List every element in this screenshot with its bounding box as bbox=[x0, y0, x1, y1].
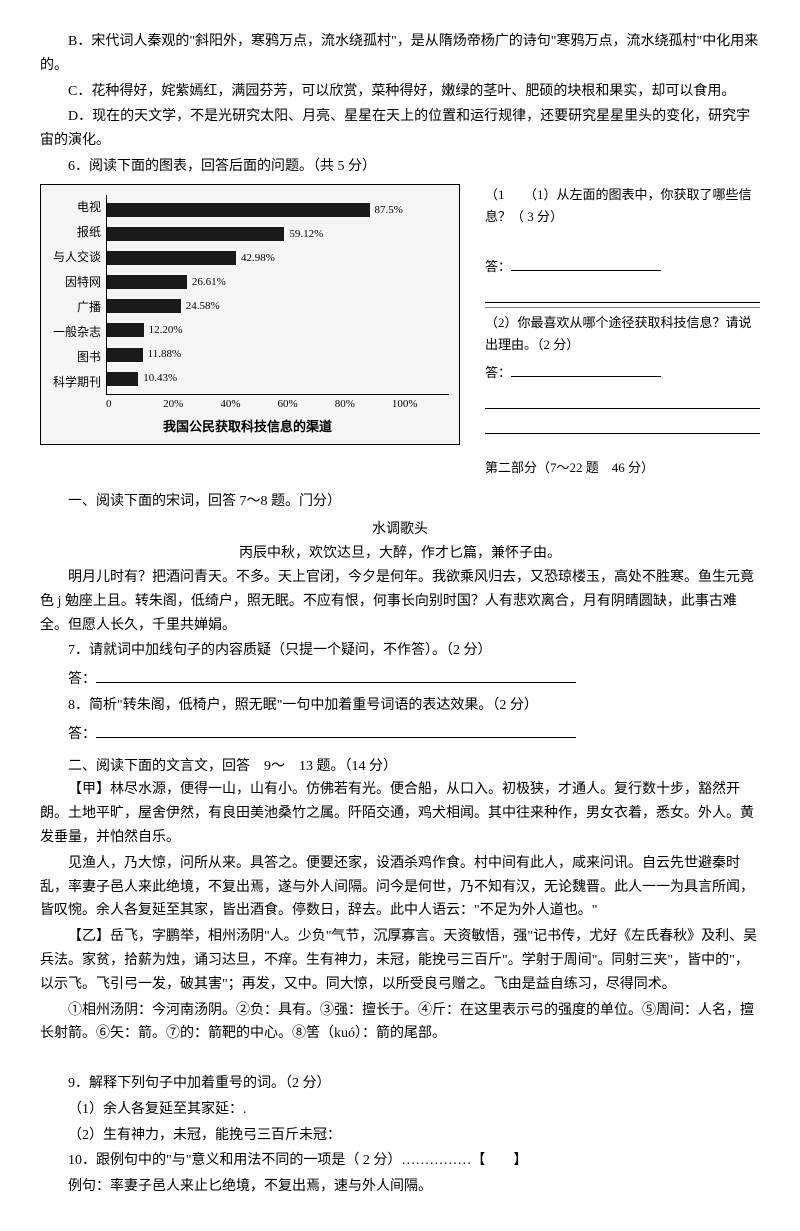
bar bbox=[107, 203, 370, 217]
bar bbox=[107, 323, 144, 337]
jia-label: 【甲】 bbox=[68, 782, 110, 797]
bar-value-label: 11.88% bbox=[148, 345, 182, 364]
q6-answer-label-1: 答： bbox=[485, 259, 511, 274]
bar bbox=[107, 251, 236, 265]
bar bbox=[107, 299, 181, 313]
part2-label: 第二部分（7～22 题 46 分） bbox=[485, 457, 760, 479]
q6-answer-label-2: 答： bbox=[485, 365, 511, 380]
jia-p2: 见渔人，乃大惊，问所从来。具答之。便要还家，设酒杀鸡作食。村中间有此人，咸来问讯… bbox=[40, 852, 760, 923]
q10-example: 例句：率妻子邑人来止匕绝境，不复出焉，速与外人间隔。 bbox=[40, 1175, 760, 1199]
bar bbox=[107, 227, 284, 241]
bar-row: 59.12% bbox=[107, 223, 449, 245]
bar-row: 10.43% bbox=[107, 368, 449, 390]
q6-sub1-prefix: （1 bbox=[485, 187, 505, 202]
q9-1: （1）余人各复延至其家延：. bbox=[40, 1098, 760, 1122]
q9-2: （2）生有神力，未冠，能挽弓三百斤未冠： bbox=[40, 1124, 760, 1148]
q7-ans-label: 答： bbox=[68, 672, 96, 687]
answer-blank[interactable] bbox=[511, 253, 661, 271]
chart-title: 我国公民获取科技信息的渠道 bbox=[46, 416, 449, 438]
yi-p1-text: 岳飞，字鹏举，相州汤阴"人。少负"气节，沉厚寡言。天资敏悟，强"记书传，尤好《左… bbox=[40, 929, 757, 992]
y-label: 科学期刊 bbox=[46, 371, 101, 393]
q6-sub1: （1）从左面的图表中，你获取了哪些信息？（ 3 分） bbox=[485, 187, 752, 224]
q8-answer: 答： bbox=[40, 720, 760, 747]
y-label: 广播 bbox=[46, 296, 101, 318]
answer-blank[interactable] bbox=[511, 359, 661, 377]
q9: 9．解释下列句子中加着重号的词。（2 分） bbox=[40, 1072, 760, 1096]
bar-row: 12.20% bbox=[107, 319, 449, 341]
x-tick: 100% bbox=[392, 395, 449, 414]
x-tick: 20% bbox=[163, 395, 220, 414]
q6-row: 电视报纸与人交谈因特网广播一般杂志图书科学期刊 87.5% 59.12% 42.98… bbox=[40, 184, 760, 482]
q6-sub2: （2）你最喜欢从哪个途径获取科技信息？请说出理由。（2 分） bbox=[485, 312, 760, 356]
option-b: B．宋代词人秦观的"斜阳外，寒鸦万点，流水绕孤村"，是从隋炀帝杨广的诗句"寒鸦万… bbox=[40, 30, 760, 78]
x-tick: 60% bbox=[278, 395, 335, 414]
bar bbox=[107, 372, 138, 386]
y-label: 一般杂志 bbox=[46, 321, 101, 343]
chart-box: 电视报纸与人交谈因特网广播一般杂志图书科学期刊 87.5% 59.12% 42.98… bbox=[40, 184, 460, 445]
q6-intro: 6．阅读下面的图表，回答后面的问题。（共 5 分） bbox=[40, 155, 760, 179]
x-axis: 020%40%60%80%100% bbox=[106, 395, 449, 414]
bar-value-label: 59.12% bbox=[289, 225, 323, 244]
bar-row: 87.5% bbox=[107, 199, 449, 221]
answer-blank[interactable] bbox=[96, 720, 576, 738]
bar-value-label: 12.20% bbox=[149, 321, 183, 340]
bar-row: 26.61% bbox=[107, 271, 449, 293]
q8: 8．简析"转朱阁，低椅户，照无眠"一句中加着重号词语的表达效果。（2 分） bbox=[40, 694, 760, 718]
y-label: 报纸 bbox=[46, 221, 101, 243]
x-tick: 40% bbox=[220, 395, 277, 414]
q8-ans-label: 答： bbox=[68, 727, 96, 742]
y-label: 与人交谈 bbox=[46, 246, 101, 268]
bar-value-label: 87.5% bbox=[375, 201, 403, 220]
chart-container: 电视报纸与人交谈因特网广播一般杂志图书科学期刊 87.5% 59.12% 42.98… bbox=[40, 184, 460, 482]
bar-value-label: 10.43% bbox=[143, 369, 177, 388]
poem-subtitle: 丙辰中秋，欢饮达旦，大醉，作才匕篇，兼怀子由。 bbox=[40, 542, 760, 566]
answer-blank[interactable] bbox=[96, 665, 576, 683]
bar-value-label: 26.61% bbox=[192, 273, 226, 292]
bars-area: 87.5% 59.12% 42.98% 26.61% 24.58%12.20% 11.88… bbox=[106, 195, 449, 395]
notes: ①相州汤阴：今河南汤阴。②负：具有。③强：擅长于。④斤：在这里表示弓的强度的单位… bbox=[40, 999, 760, 1047]
answer-blank[interactable] bbox=[485, 389, 760, 409]
q6-right-panel: （1 （1）从左面的图表中，你获取了哪些信息？（ 3 分） 答： （2）你最喜欢… bbox=[470, 184, 760, 482]
q10: 10．跟例句中的"与"意义和用法不同的一项是（ 2 分）……………【 】 bbox=[40, 1149, 760, 1173]
y-label: 电视 bbox=[46, 196, 101, 218]
poem-body: 明月儿时有？把酒问青天。不多。天上官闭，今夕是何年。我欲乘风归去，又恐琼楼玉，高… bbox=[40, 566, 760, 637]
option-d: D．现在的天文学，不是光研究太阳、月亮、星星在天上的位置和运行规律，还要研究星星… bbox=[40, 105, 760, 153]
chart-y-labels: 电视报纸与人交谈因特网广播一般杂志图书科学期刊 bbox=[46, 195, 106, 395]
x-tick: 80% bbox=[335, 395, 392, 414]
x-tick: 0 bbox=[106, 395, 163, 414]
bar-row: 11.88% bbox=[107, 344, 449, 366]
poem-title: 水调歌头 bbox=[40, 518, 760, 542]
bar-row: 24.58% bbox=[107, 295, 449, 317]
bar-value-label: 42.98% bbox=[241, 249, 275, 268]
answer-blank[interactable] bbox=[485, 414, 760, 434]
section2-heading: 二、阅读下面的文言文，回答 9～ 13 题。（14 分） bbox=[40, 755, 760, 779]
bar bbox=[107, 348, 143, 362]
jia-p1-text: 林尽水源，便得一山，山有小。仿佛若有光。便合船，从口入。初极狭，才通人。复行数十… bbox=[40, 782, 754, 845]
bar-value-label: 24.58% bbox=[186, 297, 220, 316]
bar-row: 42.98% bbox=[107, 247, 449, 269]
option-c: C．花种得好，姹紫嫣红，满园芬芳，可以欣赏，菜种得好，嫩绿的茎叶、肥硕的块根和果… bbox=[40, 80, 760, 104]
answer-blank[interactable] bbox=[485, 283, 760, 303]
yi-p1: 【乙】岳飞，字鹏举，相州汤阴"人。少负"气节，沉厚寡言。天资敏悟，强"记书传，尤… bbox=[40, 925, 760, 996]
bar bbox=[107, 275, 187, 289]
y-label: 图书 bbox=[46, 346, 101, 368]
q7-answer: 答： bbox=[40, 665, 760, 692]
q7: 7．请就词中加线句子的内容质疑（只提一个疑问，不作答）。（2 分） bbox=[40, 639, 760, 663]
section1-heading: 一、阅读下面的宋词，回答 7～8 题。门分） bbox=[40, 490, 760, 514]
y-label: 因特网 bbox=[46, 271, 101, 293]
yi-label: 【乙】 bbox=[68, 929, 110, 944]
jia-p1: 【甲】林尽水源，便得一山，山有小。仿佛若有光。便合船，从口入。初极狭，才通人。复… bbox=[40, 778, 760, 849]
